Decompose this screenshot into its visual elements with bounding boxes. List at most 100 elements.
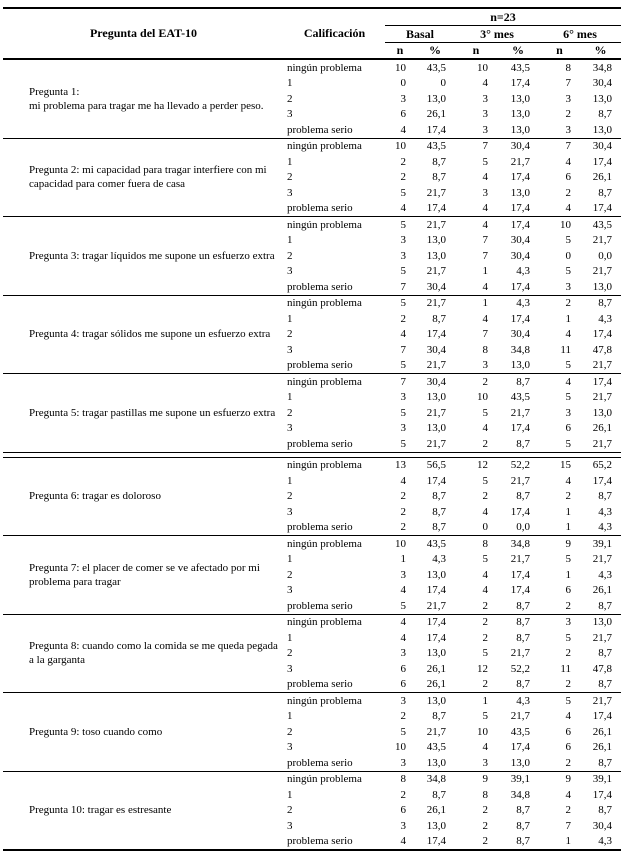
value-cell: 30,4	[426, 343, 446, 356]
value-cell: 8,7	[432, 788, 446, 801]
value-cell: 5	[482, 710, 489, 723]
value-cell: 3	[539, 613, 580, 630]
value-cell: 3	[565, 123, 572, 136]
value-cell: 5	[539, 692, 580, 709]
value-cell: 8,7	[516, 599, 530, 612]
question-label-2: Pregunta 2: mi capacidad para tragar int…	[3, 137, 284, 217]
value-cell: 17,4	[510, 741, 530, 754]
value-cell: 3	[482, 359, 489, 372]
value-cell: 5	[565, 437, 572, 450]
subheader-pct-0: %	[415, 42, 455, 60]
value-cell: 8,7	[432, 312, 446, 325]
value-cell: 2	[400, 505, 407, 518]
column-header-calificacion: Calificación	[284, 8, 385, 60]
value-cell: 1	[482, 265, 489, 278]
value-cell: 2	[455, 373, 497, 390]
value-cell: 6	[565, 171, 572, 184]
calificacion-cell: 3	[287, 108, 293, 121]
calificacion-cell: problema serio	[287, 678, 353, 691]
value-cell: 6	[400, 678, 407, 691]
value-cell: 43,5	[510, 391, 530, 404]
value-cell: 2	[482, 437, 489, 450]
calificacion-cell: ningún problema	[284, 770, 385, 787]
value-cell: 9	[539, 535, 580, 552]
value-cell: 7	[482, 249, 489, 262]
question-label-7: Pregunta 7: el placer de comer se ve afe…	[3, 535, 284, 614]
value-cell: 13,0	[426, 391, 446, 404]
value-cell: 17,4	[510, 77, 530, 90]
value-cell: 17,4	[510, 202, 530, 215]
question-label-5: Pregunta 5: tragar pastillas me supone u…	[3, 373, 284, 452]
value-cell: 17,4	[592, 328, 613, 341]
calificacion-cell: problema serio	[287, 756, 353, 769]
value-cell: 43,5	[497, 58, 539, 76]
value-cell: 8,7	[432, 490, 446, 503]
value-cell: 26,1	[426, 804, 446, 817]
value-cell: 3	[482, 92, 489, 105]
value-cell: 4	[482, 505, 489, 518]
value-cell: 2	[482, 490, 489, 503]
value-cell: 52,2	[510, 662, 530, 675]
value-cell: 47,8	[592, 662, 613, 675]
value-cell: 47,8	[592, 343, 613, 356]
value-cell: 4,3	[497, 294, 539, 311]
value-cell: 3	[385, 692, 415, 709]
question-label-4: Pregunta 4: tragar sólidos me supone un …	[3, 294, 284, 374]
calificacion-cell: ningún problema	[284, 373, 385, 390]
value-cell: 8,7	[516, 437, 530, 450]
value-cell: 5	[482, 647, 489, 660]
value-cell: 30,4	[580, 137, 622, 154]
value-cell: 4	[400, 328, 407, 341]
value-cell: 3	[482, 186, 489, 199]
value-cell: 30,4	[415, 373, 455, 390]
value-cell: 30,4	[592, 819, 613, 832]
calificacion-cell: ningún problema	[284, 294, 385, 311]
calificacion-cell: 2	[287, 490, 293, 503]
question-label-1: Pregunta 1: mi problema para tragar me h…	[3, 58, 284, 138]
value-cell: 5	[400, 265, 407, 278]
value-cell: 7	[482, 328, 489, 341]
calificacion-cell: 1	[287, 234, 293, 247]
question-label-10: Pregunta 10: tragar es estresante	[3, 770, 284, 850]
value-cell: 13,0	[592, 406, 613, 419]
value-cell: 8,7	[516, 631, 530, 644]
value-cell: 8,7	[497, 613, 539, 630]
value-cell: 26,1	[426, 108, 446, 121]
calificacion-cell: ningún problema	[284, 137, 385, 154]
value-cell: 8,7	[516, 835, 530, 848]
value-cell: 21,7	[426, 437, 446, 450]
calificacion-cell: problema serio	[287, 123, 353, 136]
value-cell: 6	[565, 725, 572, 738]
subheader-pct-2: %	[580, 42, 622, 60]
value-cell: 3	[400, 568, 407, 581]
calificacion-cell: 3	[287, 662, 293, 675]
value-cell: 17,4	[592, 788, 613, 801]
value-cell: 5	[565, 631, 572, 644]
value-cell: 21,7	[426, 265, 446, 278]
value-cell: 10	[385, 137, 415, 154]
period-header-0: Basal	[385, 25, 455, 43]
value-cell: 4,3	[598, 312, 613, 325]
value-cell: 21,7	[426, 406, 446, 419]
value-cell: 4	[400, 202, 407, 215]
value-cell: 5	[400, 359, 407, 372]
value-cell: 5	[385, 294, 415, 311]
value-cell: 8,7	[598, 490, 613, 503]
value-cell: 12	[477, 662, 488, 675]
value-cell: 0	[565, 249, 572, 262]
value-cell: 5	[482, 553, 489, 566]
calificacion-cell: 1	[287, 155, 293, 168]
value-cell: 4	[400, 584, 407, 597]
value-cell: 2	[482, 599, 489, 612]
value-cell: 21,7	[592, 265, 613, 278]
calificacion-cell: ningún problema	[284, 613, 385, 630]
value-cell: 12	[455, 456, 497, 473]
calificacion-cell: 1	[287, 312, 293, 325]
value-cell: 0,0	[516, 521, 530, 534]
value-cell: 2	[400, 788, 407, 801]
value-cell: 9	[539, 770, 580, 787]
value-cell: 4	[482, 741, 489, 754]
value-cell: 1	[455, 294, 497, 311]
value-cell: 2	[400, 490, 407, 503]
value-cell: 8,7	[432, 171, 446, 184]
